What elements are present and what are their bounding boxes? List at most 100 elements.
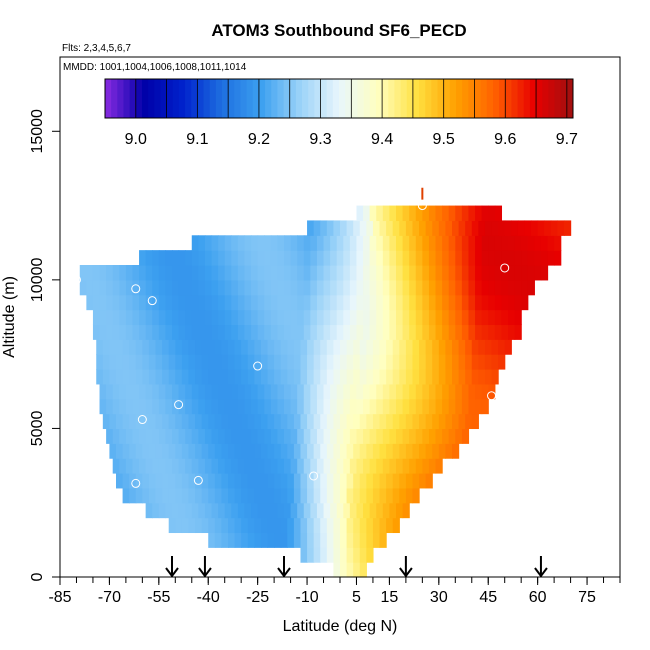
heatmap-cell [119, 265, 127, 281]
heatmap-cell [181, 369, 190, 385]
heatmap-cell [419, 220, 427, 236]
heatmap-cell [214, 487, 223, 504]
heatmap-cell [228, 369, 236, 385]
heatmap-cell [297, 398, 305, 415]
heatmap-cell [208, 369, 216, 385]
heatmap-cell [494, 309, 503, 326]
heatmap-cell [326, 517, 335, 534]
heatmap-cell [363, 502, 371, 519]
heatmap-cell [135, 413, 143, 430]
heatmap-cell [185, 502, 193, 519]
heatmap-cell [307, 413, 315, 430]
x-tick-label: -55 [147, 589, 170, 606]
colorbar-segment [351, 79, 358, 118]
heatmap-cell [557, 220, 565, 236]
heatmap-cell [211, 235, 219, 251]
heatmap-cell [274, 473, 282, 489]
heatmap-cell [191, 324, 199, 340]
heatmap-cell [165, 398, 173, 415]
heatmap-cell [148, 369, 157, 385]
heatmap-cell [195, 487, 203, 504]
heatmap-cell [442, 279, 450, 296]
x-tick-label: -40 [197, 589, 220, 606]
heatmap-cell [310, 502, 318, 519]
heatmap-cell [442, 294, 450, 311]
heatmap-cell [349, 428, 358, 444]
heatmap-cell [221, 339, 229, 355]
heatmap-cell [316, 265, 325, 281]
heatmap-cell [139, 324, 147, 340]
heatmap-cell [231, 383, 239, 400]
heatmap-cell [162, 354, 170, 370]
heatmap-cell [428, 309, 437, 326]
heatmap-cell [508, 235, 516, 251]
heatmap-cell [224, 235, 232, 251]
heatmap-cell [340, 443, 348, 459]
heatmap-cell [343, 235, 351, 251]
heatmap-cell [152, 265, 160, 281]
colorbar-segment [406, 79, 414, 118]
heatmap-cell [498, 220, 506, 236]
heatmap-cell [316, 250, 325, 266]
heatmap-cell [369, 383, 377, 400]
heatmap-cell [340, 532, 348, 548]
colorbar-segment [172, 79, 180, 118]
heatmap-cell [106, 324, 114, 340]
heatmap-cell [415, 458, 423, 474]
heatmap-cell [326, 369, 335, 385]
colorbar-segment [357, 79, 365, 118]
heatmap-cell [481, 398, 489, 415]
heatmap-cell [260, 354, 269, 370]
flight-arrow [277, 556, 291, 578]
heatmap-cell [277, 502, 285, 519]
heatmap-cell [145, 294, 153, 311]
heatmap-cell [168, 487, 176, 504]
heatmap-cell [346, 547, 354, 563]
heatmap-cell [428, 235, 437, 251]
heatmap-cell [145, 398, 153, 415]
heatmap-cell [435, 383, 443, 400]
heatmap-cell [537, 220, 545, 236]
heatmap-cell [455, 324, 463, 340]
heatmap-cell [214, 473, 223, 489]
heatmap-cell [181, 487, 190, 504]
colorbar-segment [449, 79, 457, 118]
heatmap-cell [211, 294, 219, 311]
heatmap-cell [356, 250, 364, 266]
heatmap-cell [422, 265, 430, 281]
heatmap-cell [158, 428, 167, 444]
x-axis: -85 -70 -55 -40 -25 -10 5 15 30 45 60 75 [48, 577, 621, 606]
colorbar-tick-label: 9.5 [433, 131, 455, 148]
heatmap-cell [300, 517, 308, 534]
heatmap-cell [162, 473, 170, 489]
heatmap-cell [297, 324, 305, 340]
heatmap-cell [425, 354, 433, 370]
heatmap-cell [139, 265, 147, 281]
colorbar-tick-label: 9.1 [186, 131, 208, 148]
heatmap-cell [336, 265, 344, 281]
colorbar-segment [326, 79, 334, 118]
heatmap-cell [145, 309, 153, 326]
heatmap-cell [277, 250, 285, 266]
heatmap-cell [481, 279, 489, 296]
heatmap-cell [234, 339, 242, 355]
heatmap-cell [185, 383, 193, 400]
heatmap-cell [399, 354, 407, 370]
heatmap-cell [237, 279, 246, 296]
heatmap-cell [379, 487, 387, 504]
heatmap-cell [290, 279, 298, 296]
heatmap-cell [119, 398, 127, 415]
heatmap-cell [438, 443, 447, 459]
heatmap-cell [290, 250, 298, 266]
heatmap-cell [254, 369, 262, 385]
heatmap-cell [340, 547, 348, 563]
heatmap-cell [422, 383, 430, 400]
heatmap-cell [320, 354, 328, 370]
heatmap-cell [112, 458, 120, 474]
heatmap-cell [326, 220, 335, 236]
heatmap-cell [224, 309, 232, 326]
heatmap-cell [162, 413, 170, 430]
heatmap-cell [386, 413, 394, 430]
heatmap-cell [313, 443, 321, 459]
heatmap-cell [139, 309, 147, 326]
